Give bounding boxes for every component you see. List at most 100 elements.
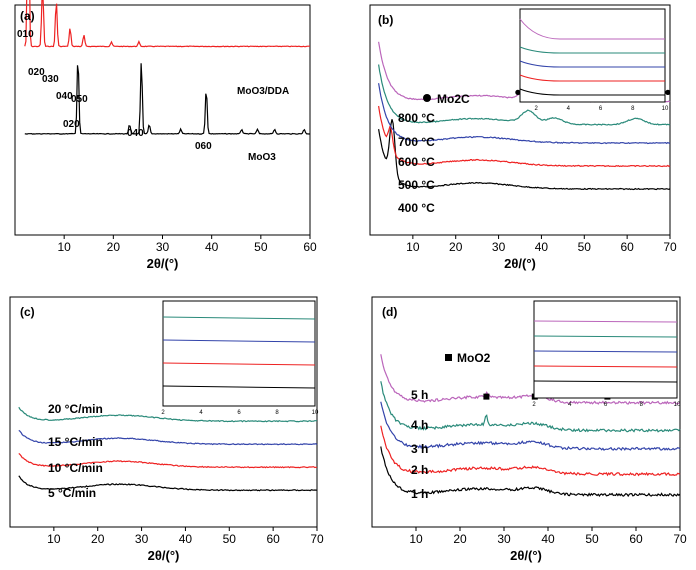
panel-tag: (c) (20, 305, 35, 319)
inset-series (533, 335, 678, 338)
x-tick-label: 50 (585, 532, 599, 546)
inset-series (533, 380, 678, 383)
series-0 (18, 475, 318, 492)
inset-frame (519, 8, 666, 103)
series-label: 1 h (411, 487, 428, 501)
inset-tick-label: 2 (534, 106, 538, 112)
moo2-marker (483, 393, 490, 400)
x-tick-label: 30 (497, 532, 511, 546)
series-label: 3 h (411, 442, 428, 456)
x-tick-label: 20 (107, 240, 121, 254)
series-label: MoO3/DDA (237, 86, 289, 97)
series-label: 400 °C (398, 201, 435, 215)
panel-tag: (d) (382, 305, 397, 319)
x-tick-label: 20 (91, 532, 105, 546)
inset-series (162, 339, 316, 343)
x-tick-label: 60 (303, 240, 317, 254)
inset-tick-label: 6 (599, 106, 603, 112)
inset-tick-label: 4 (567, 106, 571, 112)
x-tick-label: 60 (620, 240, 634, 254)
inset-series (533, 365, 678, 368)
series-1 (378, 105, 671, 168)
series-label: 20 °C/min (48, 402, 103, 416)
series-label: 4 h (411, 418, 428, 432)
series-3 (18, 406, 318, 423)
inset-series (519, 60, 665, 68)
series-label: 2 h (411, 463, 428, 477)
peak-label: 060 (195, 141, 212, 152)
x-tick-label: 10 (57, 240, 71, 254)
inset-tick-label: 10 (662, 106, 669, 112)
series-label: 5 °C/min (48, 486, 96, 500)
series-label: 700 °C (398, 135, 435, 149)
x-tick-label: 10 (47, 532, 61, 546)
inset-tick-label: 8 (640, 402, 644, 408)
inset-series (533, 350, 678, 353)
mo2c-marker (665, 89, 671, 95)
x-tick-label: 60 (629, 532, 643, 546)
x-tick-label: 40 (205, 240, 219, 254)
panel-a: 10 20 30 40 50 602θ/(°)(a)0100200300400500200… (14, 0, 317, 271)
x-axis-label: 2θ/(°) (504, 256, 536, 271)
inset-series (533, 320, 678, 323)
series-2 (18, 429, 318, 446)
x-tick-label: 70 (310, 532, 324, 546)
x-tick-label: 40 (541, 532, 555, 546)
series-label: 500 °C (398, 178, 435, 192)
series-label: 15 °C/min (48, 435, 103, 449)
x-tick-label: 50 (254, 240, 268, 254)
x-tick-label: 20 (453, 532, 467, 546)
series-label: 5 h (411, 388, 428, 402)
series-1 (380, 425, 681, 477)
inset-tick-label: 10 (312, 410, 319, 416)
panel-c: 10 20 30 40 50 60 70 2θ/(°) (c) 20 °C/min 15 °C/mi… (9, 296, 324, 563)
series-4 (380, 354, 680, 405)
panel-tag: (a) (20, 9, 35, 23)
peak-label: 040 (56, 91, 73, 102)
peak-label: 050 (71, 94, 88, 105)
inset-tick-label: 6 (237, 410, 241, 416)
moo2-legend-symbol (445, 354, 452, 361)
series-1 (18, 452, 318, 469)
x-tick-label: 30 (492, 240, 506, 254)
x-tick-label: 60 (266, 532, 280, 546)
inset-series (519, 46, 665, 54)
series-label: 600 °C (398, 155, 435, 169)
panel-tag: (b) (378, 13, 393, 27)
x-tick-label: 70 (663, 240, 677, 254)
x-axis-label: 2θ/(°) (148, 548, 180, 563)
plot-frame (369, 4, 671, 236)
series-3 (380, 381, 681, 433)
inset-tick-label: 8 (275, 410, 279, 416)
inset-frame (533, 300, 678, 399)
x-tick-label: 40 (535, 240, 549, 254)
x-tick-label: 30 (135, 532, 149, 546)
peak-label: 010 (17, 29, 34, 40)
mo2c-legend-symbol (423, 94, 431, 102)
inset-tick-label: 4 (199, 410, 203, 416)
peak-label: 020 (28, 67, 45, 78)
series-label: MoO3 (248, 152, 276, 163)
x-tick-label: 10 (406, 240, 420, 254)
panel-b: 10 20 30 40 50 60 70 2θ/(°) Mo2C (b) 800 °C 700 °C 6… (369, 4, 677, 271)
x-axis-label: 2θ/(°) (147, 256, 179, 271)
series-moo3dda (24, 0, 310, 48)
x-tick-label: 70 (673, 532, 687, 546)
legend-label: MoO2 (457, 351, 491, 365)
series-label: 800 °C (398, 111, 435, 125)
inset-series (162, 362, 316, 366)
inset-series (519, 88, 665, 96)
series-0 (378, 119, 671, 191)
inset-series (519, 74, 665, 82)
x-tick-label: 40 (179, 532, 193, 546)
inset-series (162, 316, 316, 320)
x-tick-label: 30 (156, 240, 170, 254)
legend-label: Mo2C (437, 92, 470, 106)
plot-frame (9, 296, 318, 528)
inset-tick-label: 2 (161, 410, 165, 416)
series-moo3 (24, 63, 311, 135)
series-3 (378, 64, 671, 126)
x-tick-label: 10 (409, 532, 423, 546)
inset-tick-label: 8 (631, 106, 635, 112)
